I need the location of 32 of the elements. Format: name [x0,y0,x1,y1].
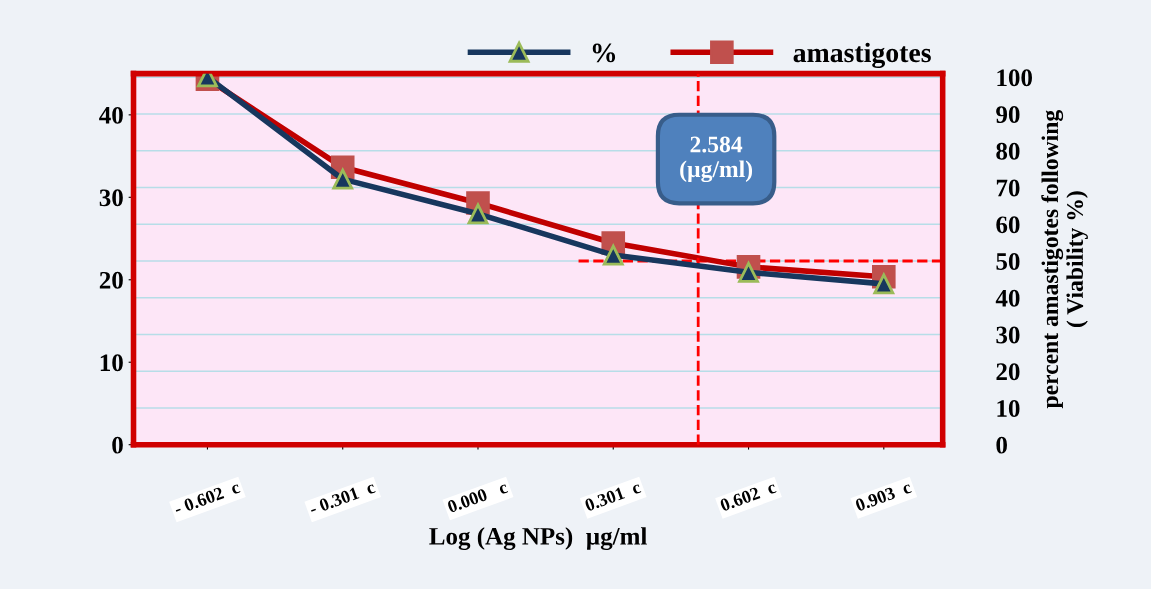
point [602,244,624,266]
legend-label: amastigotes [793,42,931,69]
y2-tick-label: 10 [997,400,1020,417]
x-tick-label: 0.000 c [446,480,509,514]
x-axis-title: Log (Ag NPs) µg/ml [429,527,647,551]
y2-tick-label: 70 [996,179,1020,197]
x-tick-label: 0.602 c [719,480,777,512]
x-tick-label: - 0.301 c [308,480,376,516]
legend-label: % [592,43,616,63]
y-tick-label: 40 [99,106,123,124]
y2-tick-label: 80 [996,142,1020,160]
y-tick-label: 10 [100,354,123,372]
y-tick-label: 30 [99,189,123,207]
x-tick-label: 0.301 c [584,480,642,512]
x-tick-label: - 0.602 c [173,480,241,516]
point [738,261,759,283]
x-tick-label: 0.903 c [854,480,913,512]
point [873,273,895,295]
y2-tick-label: 50 [996,253,1020,270]
y2-tick-label: 60 [996,216,1020,234]
y2-tick-label: 100 [997,69,1032,87]
y2-tick-label: 90 [996,106,1020,123]
y-tick-label: 20 [99,271,123,289]
y2-tick-label: 30 [996,326,1020,344]
point [467,203,489,225]
y2-tick-label: 20 [996,363,1020,381]
point [332,168,354,190]
y2-axis-title: percent amastigotes following ( Viability %) [1041,110,1088,409]
y2-tick-label: 40 [995,289,1020,307]
y-tick-label: 0 [112,436,123,454]
annotation: 2.584 (µg/ml) [680,136,753,183]
y2-tick-label: 0 [996,436,1007,454]
